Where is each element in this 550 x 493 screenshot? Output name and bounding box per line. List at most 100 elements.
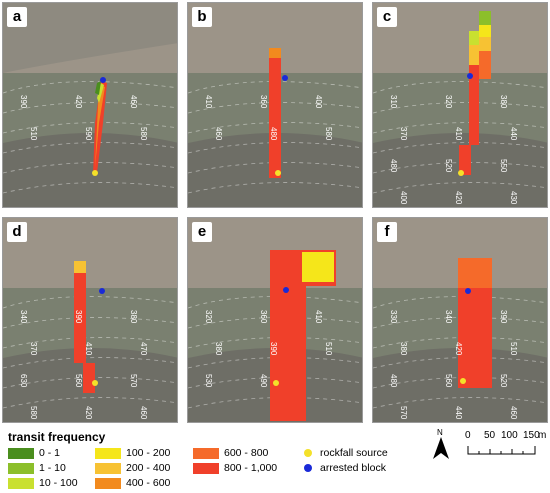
arrested-block-dot-icon [304,464,312,472]
map-panel-b: 410 360 400 460 480 580 b [187,2,363,208]
legend-item: rockfall source [296,447,406,461]
contour-label: 460 [129,95,138,109]
contour-label: 520 [444,159,453,173]
legend-swatch [193,463,219,474]
legend-swatch [8,478,34,489]
legend-label: 400 - 600 [126,477,171,489]
contour-label: 490 [259,374,268,388]
contour-label: 510 [324,342,333,356]
legend-item: 200 - 400 [95,462,185,476]
legend-swatch [95,478,121,489]
map-image-a: 390 420 460 510 590 580 [3,3,177,207]
legend-swatch [95,448,121,459]
contour-label: 480 [389,159,398,173]
map-image-d: 340 390 380 370 410 470 630 560 570 580 420 460 [3,218,177,422]
legend-label: rockfall source [320,447,388,459]
contour-label: 370 [29,342,38,356]
contour-label: 560 [74,374,83,388]
contour-label: 410 [454,127,463,141]
legend-item: arrested block [296,462,406,476]
contour-label: 380 [214,342,223,356]
contour-label: 430 [509,191,518,205]
contour-label: 400 [314,95,323,109]
map-image-b: 410 360 400 460 480 580 [188,3,362,207]
contour-label: 320 [204,310,213,324]
contour-label: 590 [84,127,93,141]
map-panel-a: 390 420 460 510 590 580 a [2,2,178,208]
contour-label: 580 [139,127,148,141]
contour-label: 480 [389,374,398,388]
legend-label: arrested block [320,462,386,474]
contour-label: 420 [454,342,463,356]
legend-label: 800 - 1,000 [224,462,278,474]
contour-label: 390 [19,95,28,109]
contour-label: 310 [389,95,398,109]
legend-item: 800 - 1,000 [193,462,293,476]
north-label: N [437,428,443,437]
legend-title: transit frequency [8,430,106,444]
scale-bar-lines [467,446,536,455]
legend-item: 1 - 10 [8,462,88,476]
legend-item: 10 - 100 [8,477,88,491]
contour-label: 580 [324,127,333,141]
panel-label-c: c [377,7,397,27]
contour-label: 460 [214,127,223,141]
contour-label: 420 [84,406,93,420]
contour-label: 570 [129,374,138,388]
contour-label: 420 [74,95,83,109]
contour-label: 340 [19,310,28,324]
contour-label: 360 [259,95,268,109]
north-arrow-icon: N [432,428,450,460]
contour-label: 410 [314,310,323,324]
rockfall-source-dot-icon [304,449,312,457]
contour-label: 390 [74,310,83,324]
contour-label: 460 [509,406,518,420]
scale-bar: 0 50 100 150 m [465,430,547,460]
map-panel-e: 320 360 410 380 390 510 530 490 e [187,217,363,423]
map-image-f: 330 340 390 380 420 510 480 560 520 570 440 460 [373,218,547,422]
legend-swatch [8,463,34,474]
legend-label: 1 - 10 [39,462,66,474]
panel-label-e: e [192,222,212,242]
contour-label: 380 [499,95,508,109]
contour-label: 320 [444,95,453,109]
scale-tick-label: 50 [484,430,496,441]
legend-label: 200 - 400 [126,462,171,474]
contour-label: 410 [204,95,213,109]
contour-label: 400 [399,191,408,205]
contour-label: 360 [259,310,268,324]
contour-label: 440 [454,406,463,420]
contour-label: 340 [444,310,453,324]
map-image-c: 310 320 380 370 410 440 480 520 550 400 420 430 [373,3,547,207]
map-image-e: 320 360 410 380 390 510 530 490 [188,218,362,422]
contour-label: 470 [139,342,148,356]
contour-label: 370 [399,127,408,141]
scale-tick-label: 100 [501,430,518,441]
scale-tick-label: 150 [523,430,540,441]
contour-label: 630 [19,374,28,388]
contour-label: 330 [389,310,398,324]
contour-label: 570 [399,406,408,420]
panel-label-b: b [192,7,212,27]
contour-label: 580 [29,406,38,420]
legend-label: 100 - 200 [126,447,171,459]
map-panel-d: 340 390 380 370 410 470 630 560 570 580 420 460 d [2,217,178,423]
contour-label: 390 [499,310,508,324]
map-panel-c: 310 320 380 370 410 440 480 520 550 400 420 430 c [372,2,548,208]
scale-unit: m [538,430,547,441]
legend-swatch [95,463,121,474]
legend-item: 600 - 800 [193,447,293,461]
contour-label: 520 [499,374,508,388]
legend-swatch [193,448,219,459]
contour-label: 380 [399,342,408,356]
map-panel-f: 330 340 390 380 420 510 480 560 520 570 440 460 f [372,217,548,423]
contour-label: 560 [444,374,453,388]
contour-label: 390 [269,342,278,356]
north-arrow-shape [433,437,449,459]
contour-label: 480 [269,127,278,141]
legend-label: 600 - 800 [224,447,269,459]
contour-label: 510 [509,342,518,356]
legend-label: 0 - 1 [39,447,61,459]
legend-item: 0 - 1 [8,447,88,461]
contour-label: 440 [509,127,518,141]
